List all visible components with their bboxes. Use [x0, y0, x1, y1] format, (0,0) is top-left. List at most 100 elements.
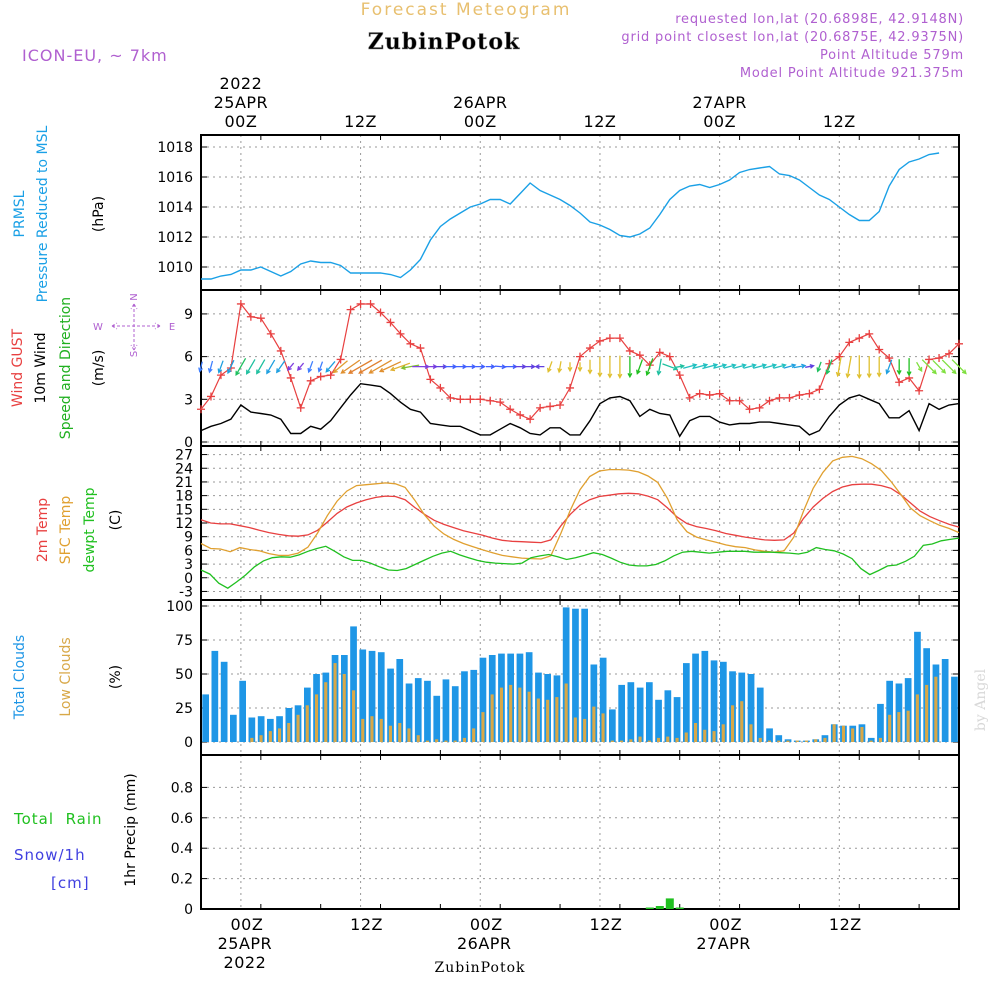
top-time-label: 2022: [220, 74, 263, 93]
wind-direction-arrow: [307, 360, 314, 374]
temp-dewpt-label: dewpt Temp: [82, 487, 98, 572]
low-clouds-bar: [518, 687, 522, 742]
wind-direction-arrow: [465, 364, 477, 370]
wind-direction-arrow: [636, 359, 644, 375]
low-clouds-bar: [296, 714, 300, 742]
wind-direction-arrow: [296, 362, 305, 372]
total-clouds-bar: [562, 607, 570, 742]
wind-direction-arrow: [217, 360, 224, 374]
total-clouds-bar: [627, 682, 635, 742]
top-time-label: 00Z: [703, 112, 736, 131]
total-rain-label: Total Rain: [13, 810, 103, 828]
wind-direction-arrow: [683, 363, 698, 369]
low-clouds-bar: [758, 737, 762, 742]
wind-direction-arrow: [783, 363, 797, 369]
gust-marker: [685, 393, 694, 402]
wind-direction-arrow: [276, 360, 286, 374]
top-time-label: 27APR: [692, 93, 747, 112]
bottom-time-label: 00Z: [230, 915, 263, 934]
gust-marker: [925, 355, 934, 364]
top-time-label: 26APR: [453, 93, 508, 112]
gust-marker: [326, 371, 335, 380]
y-tick-label: 0.2: [171, 872, 193, 888]
top-time-label: 00Z: [224, 112, 257, 131]
gust-marker: [695, 389, 704, 398]
gust-marker: [546, 402, 555, 411]
compass-west: W: [93, 322, 103, 333]
wind-direction-arrow: [476, 364, 486, 370]
wind-direction-arrow: [557, 361, 563, 374]
low-clouds-bar: [915, 694, 919, 742]
gust-marker: [496, 398, 505, 407]
y-tick-label: 0: [184, 435, 193, 451]
rain-bar: [655, 906, 664, 909]
low-clouds-bar: [851, 728, 855, 742]
pressure-label-prmsl: PRMSL: [12, 190, 28, 237]
snow-unit: [cm]: [51, 874, 90, 892]
gust-marker: [416, 344, 425, 353]
low-clouds-bar: [620, 740, 624, 742]
bottom-time-label: 12Z: [350, 915, 383, 934]
gust-marker: [885, 354, 894, 363]
total-clouds-bar: [701, 650, 709, 742]
wind-direction-arrow: [256, 359, 266, 375]
total-clouds-bar: [239, 680, 246, 742]
total-clouds-bar: [664, 690, 672, 742]
wind-direction-arrow: [317, 361, 324, 373]
total-clouds-bar: [424, 680, 431, 742]
snow-label: Snow/1h: [14, 846, 86, 864]
wind-direction-arrow: [378, 361, 402, 373]
wind-direction-arrow: [287, 362, 295, 372]
gust-marker: [855, 334, 864, 343]
y-tick-label: 9: [184, 530, 193, 546]
clouds-panel-labels: Total Clouds Low Clouds (%): [12, 635, 124, 720]
y-tick-label: 50: [175, 667, 193, 683]
y-tick-label: 0.6: [171, 811, 193, 827]
low-clouds-bar: [749, 724, 753, 742]
gust-marker: [266, 329, 275, 338]
gust-marker: [795, 391, 804, 400]
low-clouds-bar: [453, 740, 457, 742]
gust-marker: [316, 372, 325, 381]
y-tick-label: 1012: [157, 230, 193, 246]
clouds-panel: 0 25 50 75 100: [166, 599, 960, 756]
gust-marker: [945, 349, 954, 358]
low-clouds-bar: [703, 729, 707, 742]
wind-direction-arrow: [845, 355, 852, 379]
total-clouds-bar: [368, 650, 376, 742]
low-clouds-bar: [268, 731, 272, 742]
precip-unit: 1hr Precip (mm): [123, 773, 139, 886]
pressure-label-reduced: Pressure Reduced to MSL: [35, 125, 51, 302]
wind-direction-arrow: [675, 363, 686, 369]
wind-direction-arrow: [266, 359, 276, 375]
y-tick-label: 0.4: [171, 841, 193, 857]
temperature-panel-labels: 2m Temp SFC Temp dewpt Temp (C): [35, 487, 124, 572]
bottom-time-label: 00Z: [709, 915, 742, 934]
wind-direction-label: Speed and Direction: [58, 297, 74, 439]
wind-direction-arrow: [885, 359, 893, 375]
low-clouds-bar: [287, 723, 291, 742]
y-tick-label: 0: [184, 571, 193, 587]
wind-direction-arrow: [763, 363, 778, 369]
total-clouds-bar: [248, 717, 256, 742]
wind-direction-arrow: [656, 358, 662, 376]
low-clouds-bar: [869, 740, 873, 742]
total-clouds-bar: [710, 660, 718, 742]
total-clouds-bar: [941, 659, 949, 742]
low-clouds-bar: [573, 717, 577, 742]
temp-sfc-label: SFC Temp: [58, 496, 74, 565]
low-clouds-bar: [638, 736, 642, 742]
total-clouds-bar: [433, 695, 441, 742]
gust-marker: [366, 299, 375, 308]
gust-marker: [765, 396, 774, 405]
total-clouds-bar: [655, 699, 662, 742]
low-clouds-bar: [259, 735, 263, 742]
gust-marker: [396, 329, 405, 338]
location-title: ZubinPotok: [368, 29, 521, 55]
wind-direction-arrow: [235, 357, 247, 376]
wind-speed-line: [200, 382, 960, 438]
precip-panel-labels: Total Rain Snow/1h [cm] 1hr Precip (mm): [13, 773, 139, 892]
gust-marker: [426, 375, 435, 384]
wind-gust-label: Wind GUST: [10, 328, 26, 407]
